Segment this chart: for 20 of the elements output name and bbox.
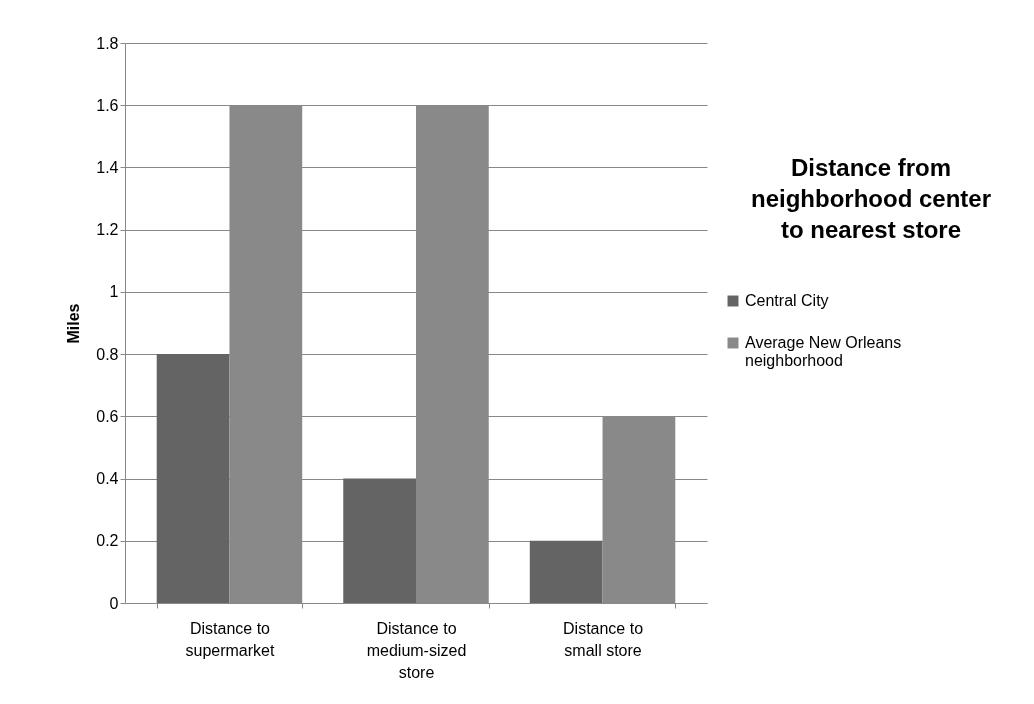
- y-tick-label: 0.2: [96, 532, 119, 550]
- y-tick-label: 0: [109, 594, 119, 612]
- x-tick-label: Distance to medium-sized store: [366, 619, 467, 681]
- bar: [343, 478, 416, 603]
- y-tick-label: 0.4: [96, 470, 119, 488]
- bar: [156, 354, 230, 603]
- legend-label: Average New Orleans neighborhood: [745, 334, 902, 369]
- y-tick-label: 1: [109, 283, 119, 301]
- x-tick-label: Distance to small store: [563, 619, 644, 659]
- y-tick-label: 1.6: [96, 96, 119, 114]
- y-tick-label: 0.6: [96, 407, 119, 425]
- y-tick-label: 1.2: [96, 221, 119, 239]
- text: Distance from neighborhood center to nearest store: [750, 153, 992, 245]
- y-tick-label: 1.4: [96, 158, 119, 176]
- x-tick-label: Distance to supermarket: [185, 619, 275, 659]
- y-tick-label: 1.8: [96, 34, 119, 52]
- bar: [529, 540, 603, 603]
- y-tick-label: 0.8: [96, 345, 119, 363]
- legend-label: Central City: [745, 292, 829, 309]
- y-axis-title: Miles: [65, 303, 83, 344]
